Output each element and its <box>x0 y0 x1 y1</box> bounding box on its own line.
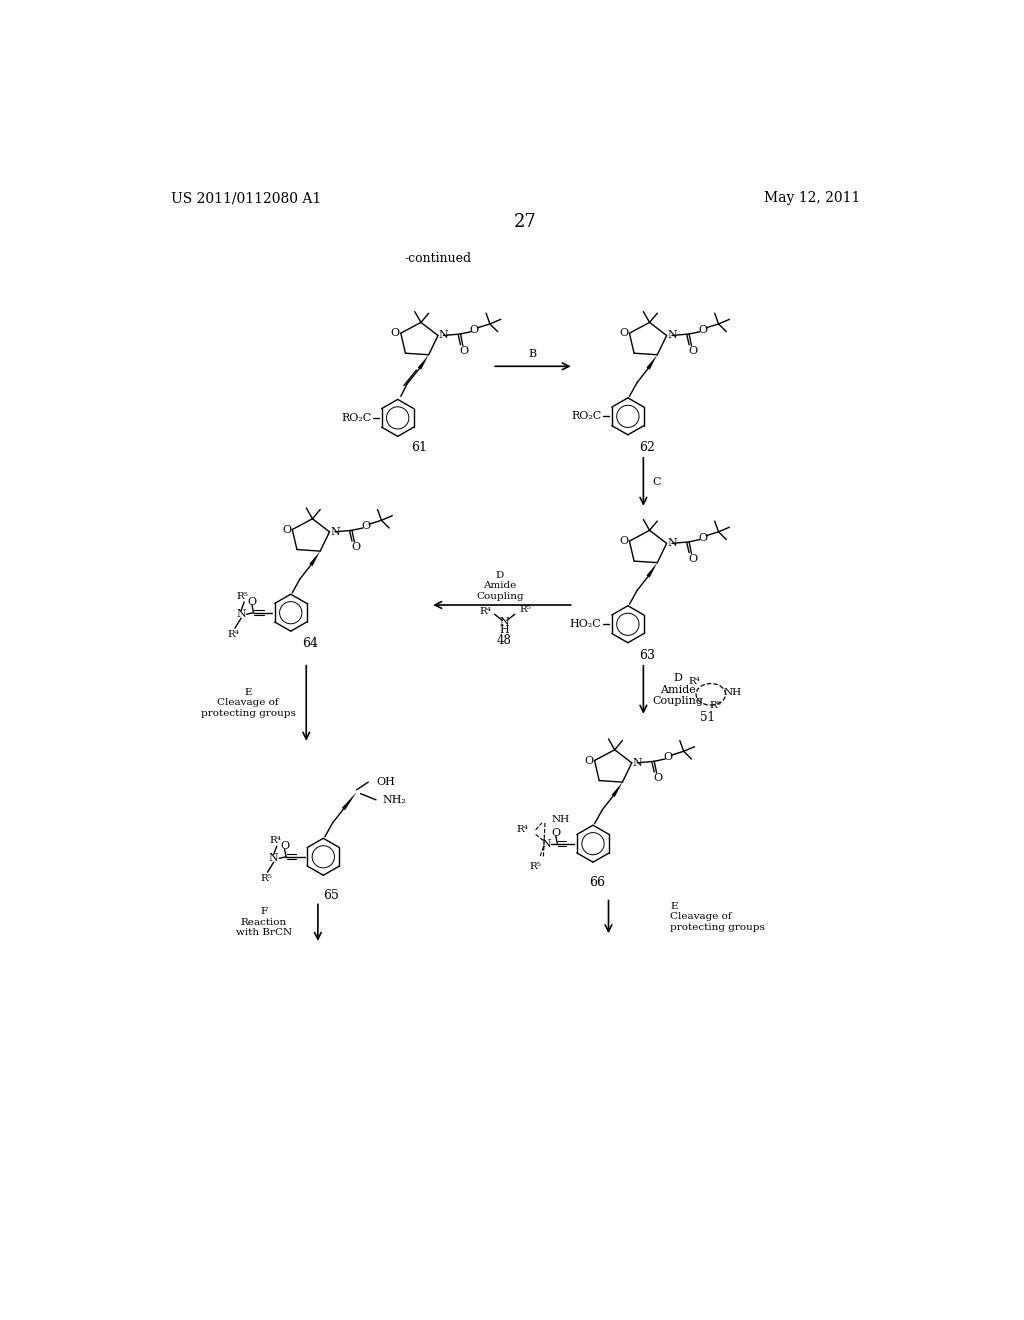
Text: OH: OH <box>376 777 395 787</box>
Text: D
Amide
Coupling: D Amide Coupling <box>476 570 524 601</box>
Text: 48: 48 <box>497 634 511 647</box>
Text: 63: 63 <box>639 648 655 661</box>
Polygon shape <box>418 355 429 370</box>
Text: NH: NH <box>551 814 569 824</box>
Text: R⁴: R⁴ <box>688 677 700 686</box>
Text: US 2011/0112080 A1: US 2011/0112080 A1 <box>171 191 321 206</box>
Text: O: O <box>585 755 594 766</box>
Text: N: N <box>330 527 340 537</box>
Text: NH: NH <box>723 688 741 697</box>
Text: NH₂: NH₂ <box>382 795 407 805</box>
Text: O: O <box>664 752 673 763</box>
Text: O: O <box>391 329 400 338</box>
Text: O: O <box>470 325 479 335</box>
Text: R⁵: R⁵ <box>519 605 531 614</box>
Text: N: N <box>438 330 449 341</box>
Text: O: O <box>688 554 697 564</box>
Text: N: N <box>499 616 509 627</box>
Text: R⁵: R⁵ <box>710 701 721 710</box>
Text: O: O <box>698 533 708 543</box>
Text: E
Cleavage of
protecting groups: E Cleavage of protecting groups <box>201 688 296 718</box>
Text: R⁴: R⁴ <box>269 836 282 845</box>
Text: O: O <box>620 329 629 338</box>
Text: O: O <box>688 346 697 356</box>
Text: O: O <box>698 325 708 335</box>
Polygon shape <box>611 781 623 797</box>
Text: 61: 61 <box>411 441 427 454</box>
Text: N: N <box>542 838 551 849</box>
Text: 66: 66 <box>589 875 605 888</box>
Text: N: N <box>668 330 677 341</box>
Text: 65: 65 <box>324 888 339 902</box>
Text: B: B <box>528 348 537 359</box>
Text: F
Reaction
with BrCN: F Reaction with BrCN <box>236 907 292 937</box>
Text: H: H <box>499 624 509 635</box>
Text: O: O <box>283 524 292 535</box>
Text: -continued: -continued <box>404 252 472 265</box>
Text: C: C <box>652 477 662 487</box>
Text: 62: 62 <box>639 441 655 454</box>
Text: 64: 64 <box>302 638 318 649</box>
Text: R⁴: R⁴ <box>516 825 528 834</box>
Polygon shape <box>646 355 657 370</box>
Polygon shape <box>646 562 657 578</box>
Text: R⁴: R⁴ <box>479 607 492 615</box>
Text: HO₂C: HO₂C <box>569 619 601 630</box>
Text: O: O <box>248 597 257 607</box>
Text: N: N <box>237 610 246 619</box>
Text: O: O <box>280 841 289 851</box>
Text: R⁵: R⁵ <box>529 862 542 871</box>
Text: D
Amide
Coupling: D Amide Coupling <box>652 673 703 706</box>
Text: O: O <box>551 828 560 838</box>
Text: N: N <box>668 539 677 548</box>
Text: N: N <box>632 758 642 768</box>
Text: R⁵: R⁵ <box>260 874 272 883</box>
Text: May 12, 2011: May 12, 2011 <box>764 191 860 206</box>
Text: RO₂C: RO₂C <box>341 413 372 422</box>
Text: N: N <box>269 853 279 863</box>
Text: O: O <box>361 521 371 532</box>
Polygon shape <box>342 792 356 810</box>
Text: 51: 51 <box>700 711 715 723</box>
Text: O: O <box>460 346 469 356</box>
Text: R⁴: R⁴ <box>227 630 240 639</box>
Text: O: O <box>620 536 629 546</box>
Text: 27: 27 <box>513 213 537 231</box>
Text: E
Cleavage of
protecting groups: E Cleavage of protecting groups <box>671 902 765 932</box>
Text: O: O <box>351 543 360 552</box>
Polygon shape <box>309 552 321 566</box>
Text: RO₂C: RO₂C <box>571 412 601 421</box>
Text: R⁵: R⁵ <box>237 593 249 601</box>
Text: O: O <box>653 774 663 783</box>
